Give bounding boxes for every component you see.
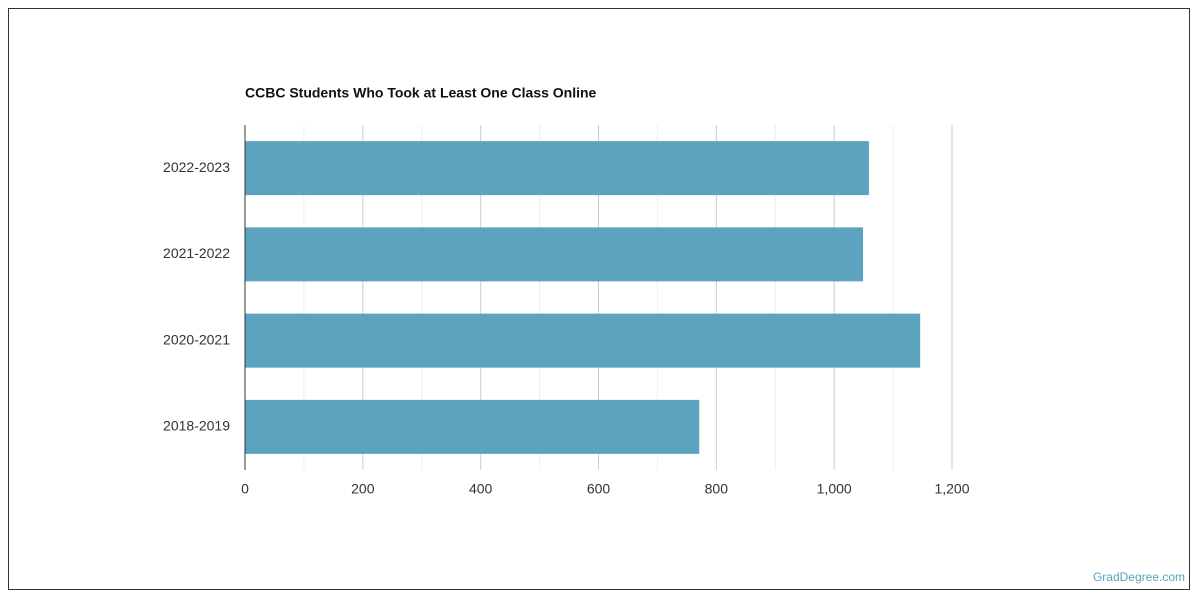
x-tick-label: 200 <box>351 481 375 497</box>
x-tick-label: 1,200 <box>934 481 969 497</box>
x-tick-label: 1,000 <box>817 481 852 497</box>
y-tick-label: 2018-2019 <box>163 418 230 434</box>
bar <box>245 399 700 454</box>
x-tick-label: 0 <box>241 481 249 497</box>
y-tick-label: 2021-2022 <box>163 245 230 261</box>
y-tick-label: 2022-2023 <box>163 159 230 175</box>
x-tick-label: 400 <box>469 481 493 497</box>
bar <box>245 141 869 196</box>
bar <box>245 227 864 282</box>
source: GradDegree.com <box>1093 570 1185 584</box>
chart-title: CCBC Students Who Took at Least One Clas… <box>245 85 597 101</box>
bar <box>245 313 921 368</box>
y-tick-label: 2020-2021 <box>163 331 230 347</box>
x-tick-label: 600 <box>587 481 611 497</box>
x-tick-label: 800 <box>705 481 729 497</box>
